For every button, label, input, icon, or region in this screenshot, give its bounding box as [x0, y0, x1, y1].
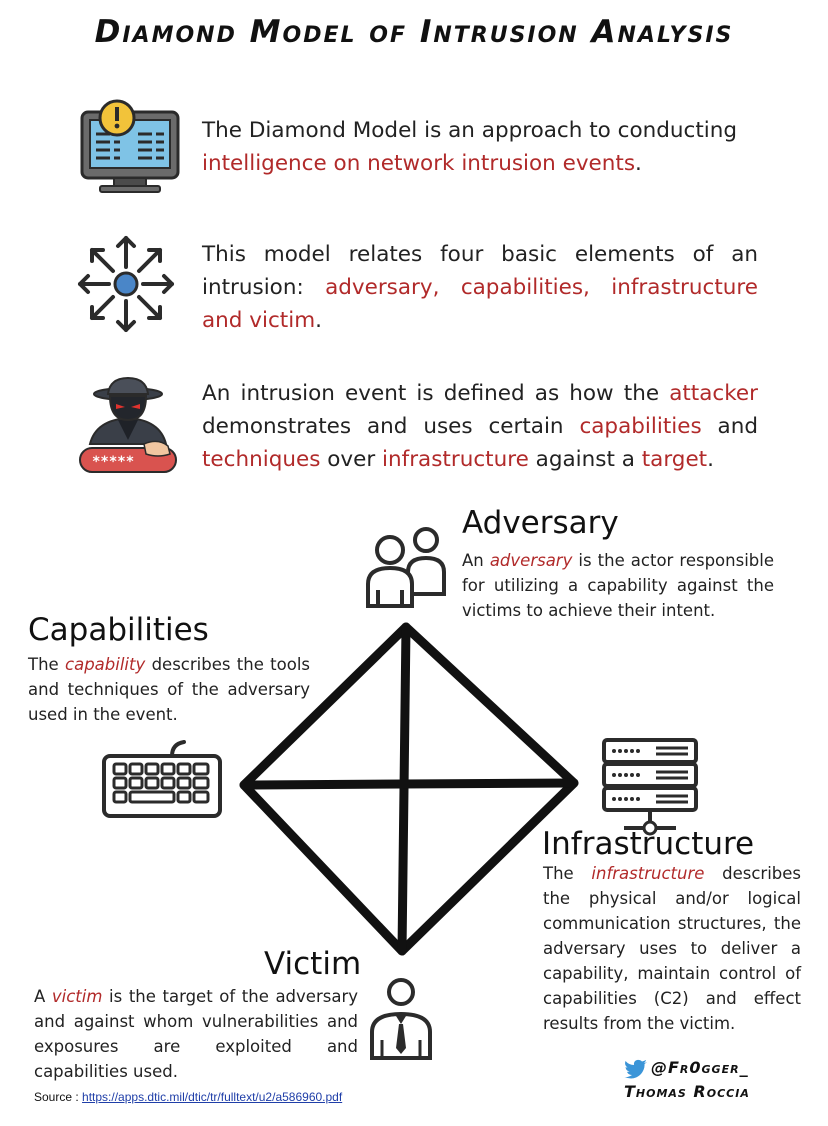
credit-handle: @Fr0gger_	[651, 1058, 749, 1077]
capabilities-description: The capability describes the tools and t…	[28, 655, 310, 724]
keyboard-icon	[100, 736, 224, 820]
intro-text-3: An intrusion event is defined as how the…	[202, 381, 758, 472]
twitter-icon	[624, 1059, 648, 1079]
svg-text:*****: *****	[92, 454, 134, 470]
adversary-description: An adversary is the actor responsible fo…	[462, 551, 774, 620]
victim-title: Victim	[264, 946, 362, 982]
source-link[interactable]: https://apps.dtic.mil/dtic/tr/fulltext/u…	[82, 1090, 343, 1104]
monitor-alert-icon	[80, 98, 180, 194]
server-icon	[598, 736, 702, 840]
arrows-expand-icon	[76, 234, 176, 334]
intro-text-1: The Diamond Model is an approach to cond…	[202, 118, 738, 176]
source-citation: Source : https://apps.dtic.mil/dtic/tr/f…	[34, 1090, 343, 1104]
infrastructure-title: Infrastructure	[542, 826, 755, 862]
people-icon	[360, 520, 456, 608]
credit-name: Thomas Roccia	[624, 1082, 750, 1101]
capabilities-title: Capabilities	[28, 612, 209, 648]
victim-description: A victim is the target of the adversary …	[34, 987, 358, 1081]
hacker-icon: *****	[78, 374, 178, 474]
infrastructure-description: The infrastructure describes the physica…	[543, 864, 801, 1033]
person-icon	[368, 976, 434, 1060]
intro-text-2: This model relates four basic elements o…	[202, 242, 758, 333]
diamond-vertical-axis	[397, 622, 411, 956]
page-title: Diamond Model of Intrusion Analysis	[94, 14, 734, 50]
adversary-title: Adversary	[462, 505, 619, 541]
diamond-horizontal-axis	[239, 778, 579, 790]
